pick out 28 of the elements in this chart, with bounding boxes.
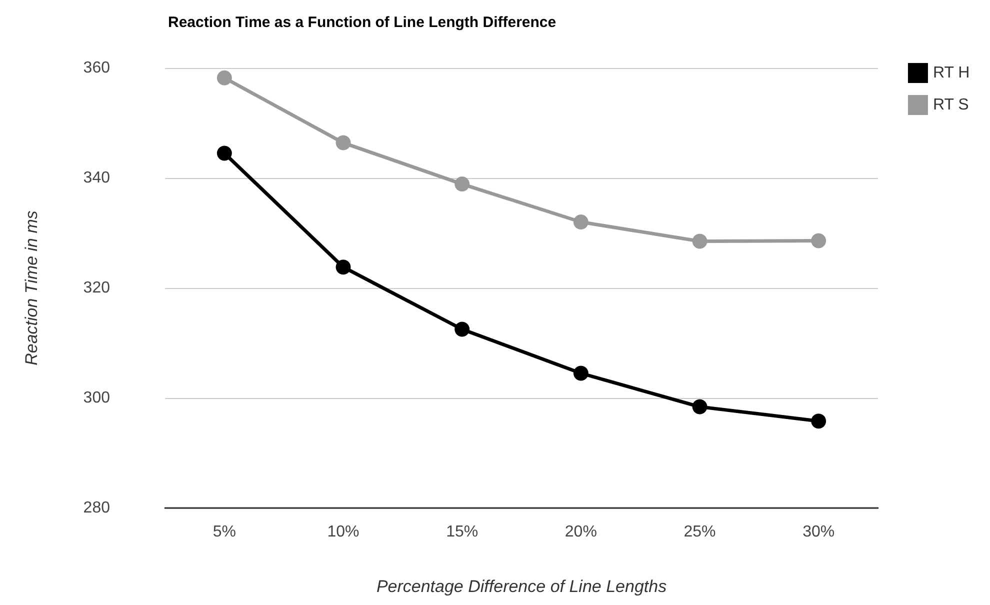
x-tick-label: 10% xyxy=(327,524,360,540)
point xyxy=(573,366,588,381)
x-tick-label: 5% xyxy=(212,524,236,540)
point xyxy=(454,176,470,192)
y-tick-label: 340 xyxy=(83,170,110,186)
legend-label: RT S xyxy=(932,96,969,114)
point xyxy=(573,214,588,230)
point xyxy=(692,399,708,414)
x-tick-label: 30% xyxy=(802,524,835,540)
x-axis-title: Percentage Difference of Line Lengths xyxy=(376,577,668,596)
point xyxy=(811,233,826,248)
point xyxy=(454,322,470,337)
y-axis-title: Reaction Time in ms xyxy=(22,210,41,366)
y-tick-label: 280 xyxy=(83,500,110,516)
point xyxy=(336,135,351,150)
point xyxy=(811,414,826,429)
point xyxy=(216,70,232,86)
point xyxy=(692,234,708,249)
point xyxy=(336,260,351,275)
y-tick-label: 300 xyxy=(83,390,110,406)
x-tick-label: 25% xyxy=(684,524,716,540)
chart-title: Reaction Time as a Function of Line Length Difference xyxy=(168,14,556,31)
x-tick-label: 15% xyxy=(446,524,478,540)
x-tick-label: 20% xyxy=(564,524,597,540)
y-tick-label: 360 xyxy=(83,60,110,76)
legend-label: RT H xyxy=(932,64,970,82)
y-tick-label: 320 xyxy=(83,280,110,296)
point xyxy=(216,146,232,161)
